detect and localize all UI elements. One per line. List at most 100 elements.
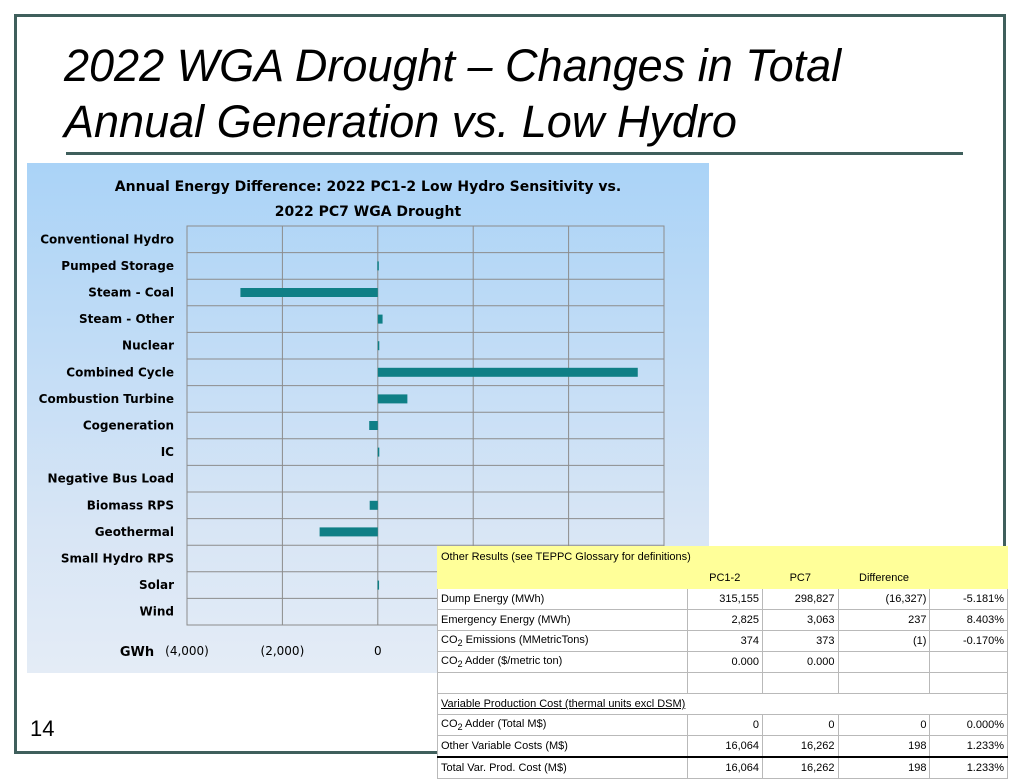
category-label: Geothermal (95, 525, 174, 539)
cell-pc7: 373 (762, 630, 839, 652)
slide-title-line-2: Annual Generation vs. Low Hydro (64, 96, 737, 147)
cell-pct: 1.233% (929, 735, 1008, 758)
row-label: CO2 Adder ($/metric ton) (437, 651, 688, 673)
row-label-sub: 2 (457, 722, 463, 733)
cell-diff: 0 (837, 714, 931, 736)
slide-number: 14 (30, 716, 55, 741)
cell-pct: -0.170% (929, 630, 1008, 652)
bar-chart: Annual Energy Difference: 2022 PC1-2 Low… (39, 179, 665, 660)
header-blank (437, 567, 688, 589)
row-label-post: Emissions (MMetricTons) (462, 633, 589, 646)
row-label-pre: CO (441, 717, 458, 730)
bar (377, 314, 383, 324)
cell-pc7: 298,827 (762, 588, 839, 610)
bar (377, 367, 638, 377)
table-row: Emergency Energy (MWh) 2,825 3,063 237 8… (437, 609, 1008, 631)
bar (369, 421, 378, 430)
header-pc7: PC7 (762, 567, 839, 589)
bar (377, 394, 408, 404)
bar (240, 288, 378, 297)
bar (319, 527, 378, 537)
header-difference: Difference (837, 567, 931, 589)
category-label: Combustion Turbine (39, 392, 174, 406)
chart-title-line: Annual Energy Difference: 2022 PC1-2 Low… (115, 179, 621, 195)
section-header-row: Variable Production Cost (thermal units … (437, 693, 1008, 715)
cell-pc7: 16,262 (762, 735, 839, 758)
bar (369, 500, 378, 510)
slide-title: 2022 WGA Drought – Changes in Total Annu… (64, 38, 841, 150)
cell-pct: 0.000% (929, 714, 1008, 736)
category-label: Solar (139, 578, 174, 592)
results-table: Other Results (see TEPPC Glossary for de… (437, 546, 1008, 779)
results-header-row: PC1-2 PC7 Difference (437, 567, 1008, 589)
header-blank-pct (929, 567, 1008, 589)
chart-title-line: 2022 PC7 WGA Drought (275, 204, 462, 220)
row-label: CO2 Adder (Total M$) (437, 714, 688, 736)
cell-pc12: 315,155 (686, 588, 764, 610)
spacer-cell (686, 672, 764, 694)
cell-diff: 237 (837, 609, 931, 631)
table-row: CO2 Adder (Total M$) 0 0 0 0.000% (437, 714, 1008, 736)
category-label: Cogeneration (83, 419, 174, 433)
row-label-sub: 2 (457, 638, 463, 649)
row-label-pre: CO (441, 633, 458, 646)
row-label: Dump Energy (MWh) (437, 588, 688, 610)
spacer-cell (837, 672, 931, 694)
row-label-sub: 2 (457, 659, 463, 670)
cell-pc12: 374 (686, 630, 764, 652)
section-title: Variable Production Cost (thermal units … (437, 693, 1008, 715)
cell-pc7: 0 (762, 714, 839, 736)
category-label: Conventional Hydro (40, 232, 174, 246)
row-label: CO2 Emissions (MMetricTons) (437, 630, 688, 652)
table-row (437, 672, 1008, 694)
category-label: Steam - Coal (88, 286, 174, 300)
spacer-cell (929, 672, 1008, 694)
cell-pc12: 0 (686, 714, 764, 736)
category-label: Negative Bus Load (48, 472, 174, 486)
cell-pc7: 3,063 (762, 609, 839, 631)
bar (377, 447, 380, 457)
cell-pc7: 0.000 (762, 651, 839, 673)
results-title-row: Other Results (see TEPPC Glossary for de… (437, 546, 1008, 568)
cell-diff: 198 (837, 735, 931, 758)
x-axis-label: GWh (120, 645, 154, 660)
category-label: Combined Cycle (66, 365, 174, 379)
results-title: Other Results (see TEPPC Glossary for de… (437, 546, 1008, 568)
bar (377, 580, 380, 590)
x-tick-label: (4,000) (165, 644, 209, 658)
row-label-pre: CO (441, 654, 458, 667)
slide-title-line-1: 2022 WGA Drought – Changes in Total (64, 40, 842, 91)
spacer-cell (762, 672, 839, 694)
table-row: Dump Energy (MWh) 315,155 298,827 (16,32… (437, 588, 1008, 610)
category-label: Wind (140, 605, 174, 619)
header-pc12: PC1-2 (686, 567, 764, 589)
row-label-post: Adder (Total M$) (462, 717, 547, 730)
category-label: Biomass RPS (87, 498, 174, 512)
category-label: IC (161, 445, 174, 459)
cell-diff: (1) (837, 630, 931, 652)
cell-pct (929, 651, 1008, 673)
spacer-cell (437, 672, 688, 694)
cell-pc12: 0.000 (686, 651, 764, 673)
row-label-post: Adder ($/metric ton) (462, 654, 563, 667)
category-label: Steam - Other (79, 312, 174, 326)
title-underline (66, 152, 963, 155)
table-row: Other Variable Costs (M$) 16,064 16,262 … (437, 735, 1008, 758)
x-tick-label: 0 (374, 644, 382, 658)
bar (377, 341, 380, 351)
table-row: CO2 Emissions (MMetricTons) 374 373 (1) … (437, 630, 1008, 652)
cell-diff (837, 651, 931, 673)
cell-diff: (16,327) (837, 588, 931, 610)
x-tick-label: (2,000) (261, 644, 305, 658)
row-label: Other Variable Costs (M$) (437, 735, 688, 758)
cell-pct: 8.403% (929, 609, 1008, 631)
category-label: Small Hydro RPS (61, 552, 174, 566)
bar (377, 261, 379, 271)
table-row: CO2 Adder ($/metric ton) 0.000 0.000 (437, 651, 1008, 673)
cell-pc12: 2,825 (686, 609, 764, 631)
cell-pc12: 16,064 (686, 735, 764, 758)
cell-pct: -5.181% (929, 588, 1008, 610)
category-label: Pumped Storage (61, 259, 174, 273)
category-label: Nuclear (122, 339, 174, 353)
row-label: Emergency Energy (MWh) (437, 609, 688, 631)
